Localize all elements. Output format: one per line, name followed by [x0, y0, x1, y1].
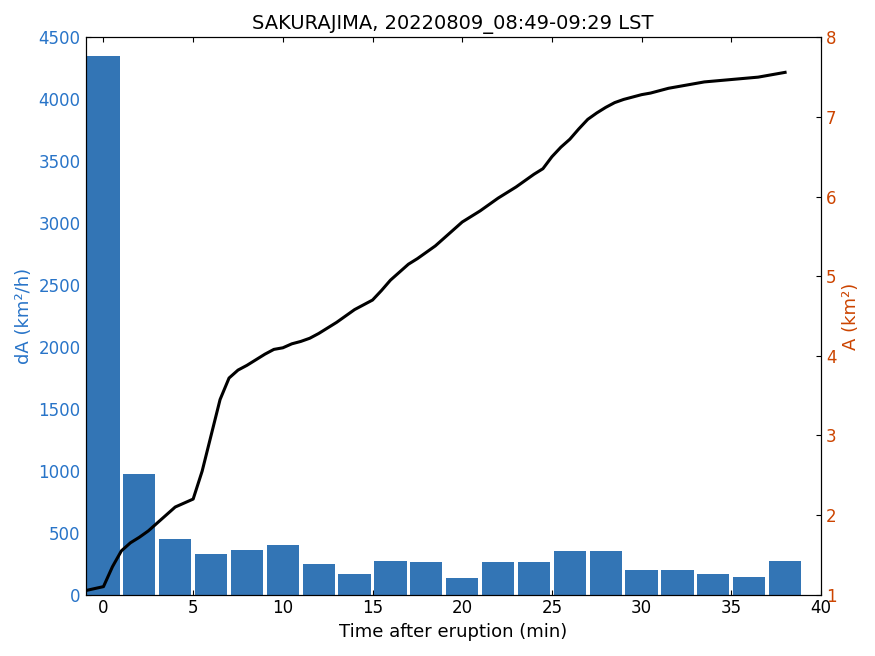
Bar	[518, 562, 550, 594]
Bar	[662, 570, 694, 594]
Bar	[159, 539, 192, 594]
Bar	[590, 551, 622, 594]
Title: SAKURAJIMA, 20220809_08:49-09:29 LST: SAKURAJIMA, 20220809_08:49-09:29 LST	[253, 15, 654, 34]
X-axis label: Time after eruption (min): Time after eruption (min)	[340, 623, 567, 641]
Bar	[769, 561, 802, 594]
Bar	[339, 573, 371, 594]
Bar	[123, 474, 156, 594]
Bar	[626, 570, 658, 594]
Bar	[554, 551, 586, 594]
Bar	[195, 554, 228, 594]
Bar	[697, 573, 730, 594]
Bar	[446, 579, 479, 594]
Bar	[482, 562, 514, 594]
Bar	[410, 562, 443, 594]
Y-axis label: A (km²): A (km²)	[842, 282, 860, 350]
Bar	[267, 545, 299, 594]
Bar	[231, 550, 263, 594]
Bar	[303, 564, 335, 594]
Bar	[733, 577, 766, 594]
Y-axis label: dA (km²/h): dA (km²/h)	[15, 268, 33, 364]
Bar	[374, 561, 407, 594]
Bar	[88, 56, 120, 594]
